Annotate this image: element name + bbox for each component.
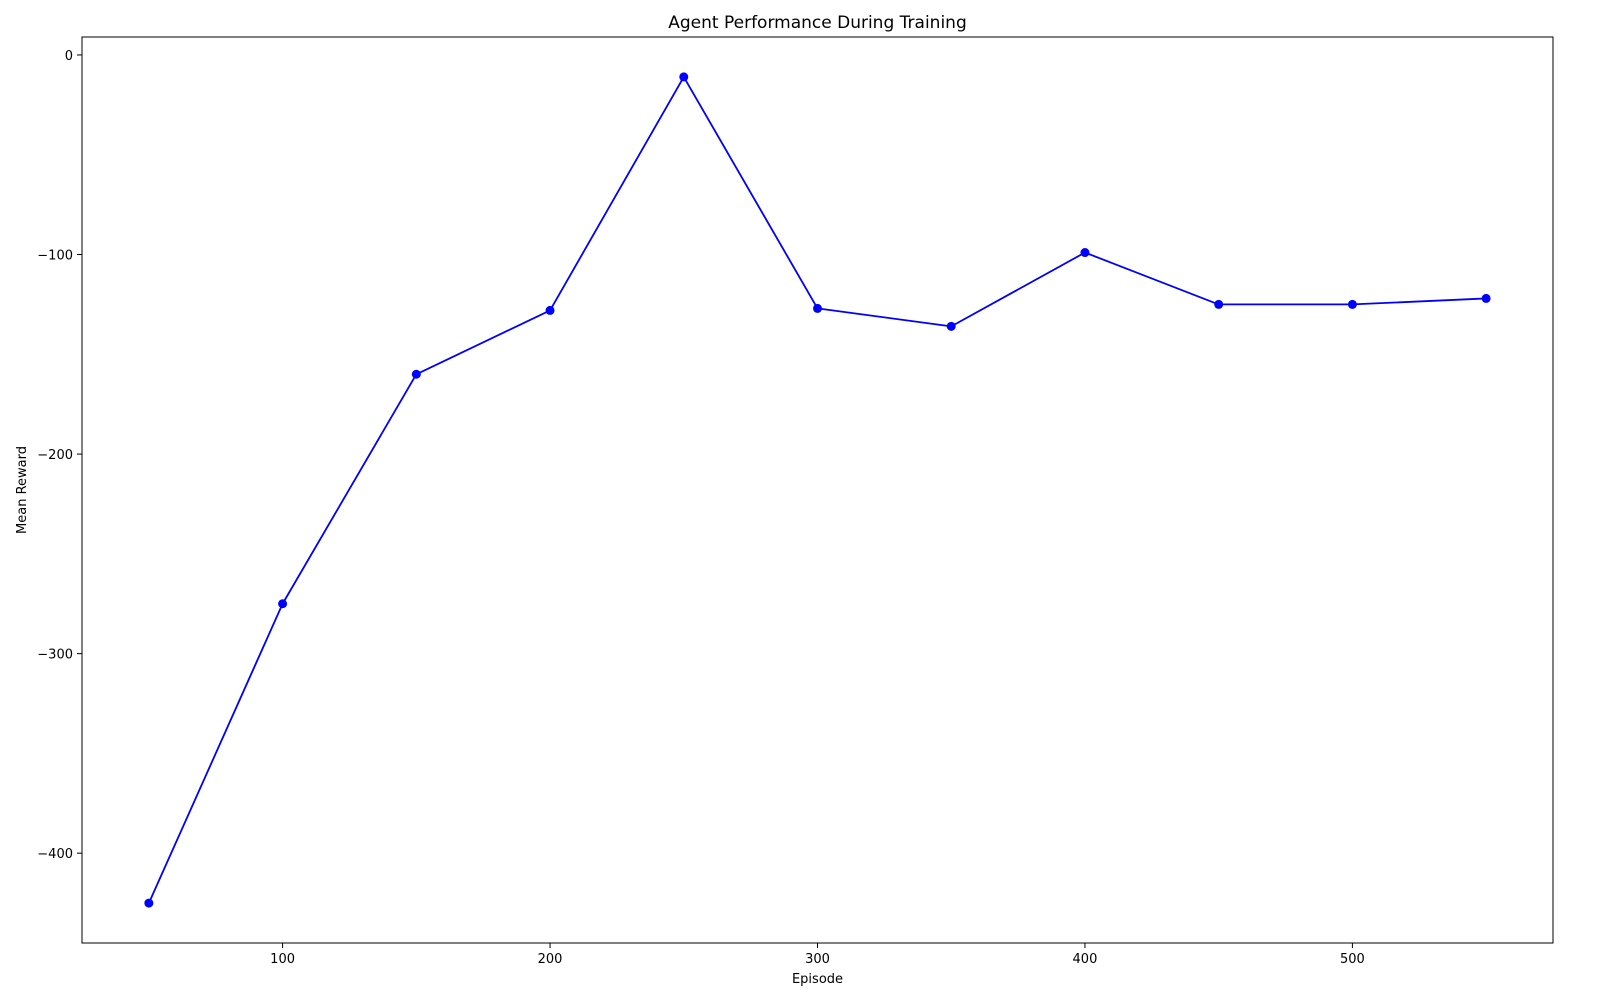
y-tick-label: −100 (37, 249, 73, 264)
x-axis-label: Episode (792, 972, 843, 987)
y-tick-label: −400 (37, 847, 73, 862)
x-tick-label: 400 (1073, 952, 1098, 967)
x-tick-label: 100 (270, 952, 295, 967)
data-point (278, 599, 288, 609)
x-axis: 100 200 300 400 500 (270, 943, 1365, 967)
data-point (946, 321, 956, 331)
data-point (411, 369, 421, 379)
x-tick-label: 200 (538, 952, 563, 967)
x-tick-label: 300 (805, 952, 830, 967)
data-point (1481, 293, 1491, 303)
data-point (813, 303, 822, 313)
data-point (1214, 299, 1224, 309)
chart-title: Agent Performance During Training (668, 13, 966, 33)
plot-area (144, 72, 1491, 908)
data-point (1347, 299, 1357, 309)
data-point (545, 305, 555, 315)
y-tick-label: −300 (37, 648, 73, 663)
y-tick-label: 0 (65, 49, 73, 64)
plot-frame (81, 36, 1554, 944)
y-axis-label: Mean Reward (15, 446, 30, 534)
y-tick-label: −200 (37, 448, 73, 463)
x-tick-label: 500 (1340, 952, 1365, 967)
data-point (1080, 248, 1090, 258)
data-point (679, 72, 689, 82)
data-point (144, 898, 154, 908)
series-line (148, 76, 1487, 904)
y-axis: 0 −100 −200 −300 −400 (37, 49, 82, 862)
